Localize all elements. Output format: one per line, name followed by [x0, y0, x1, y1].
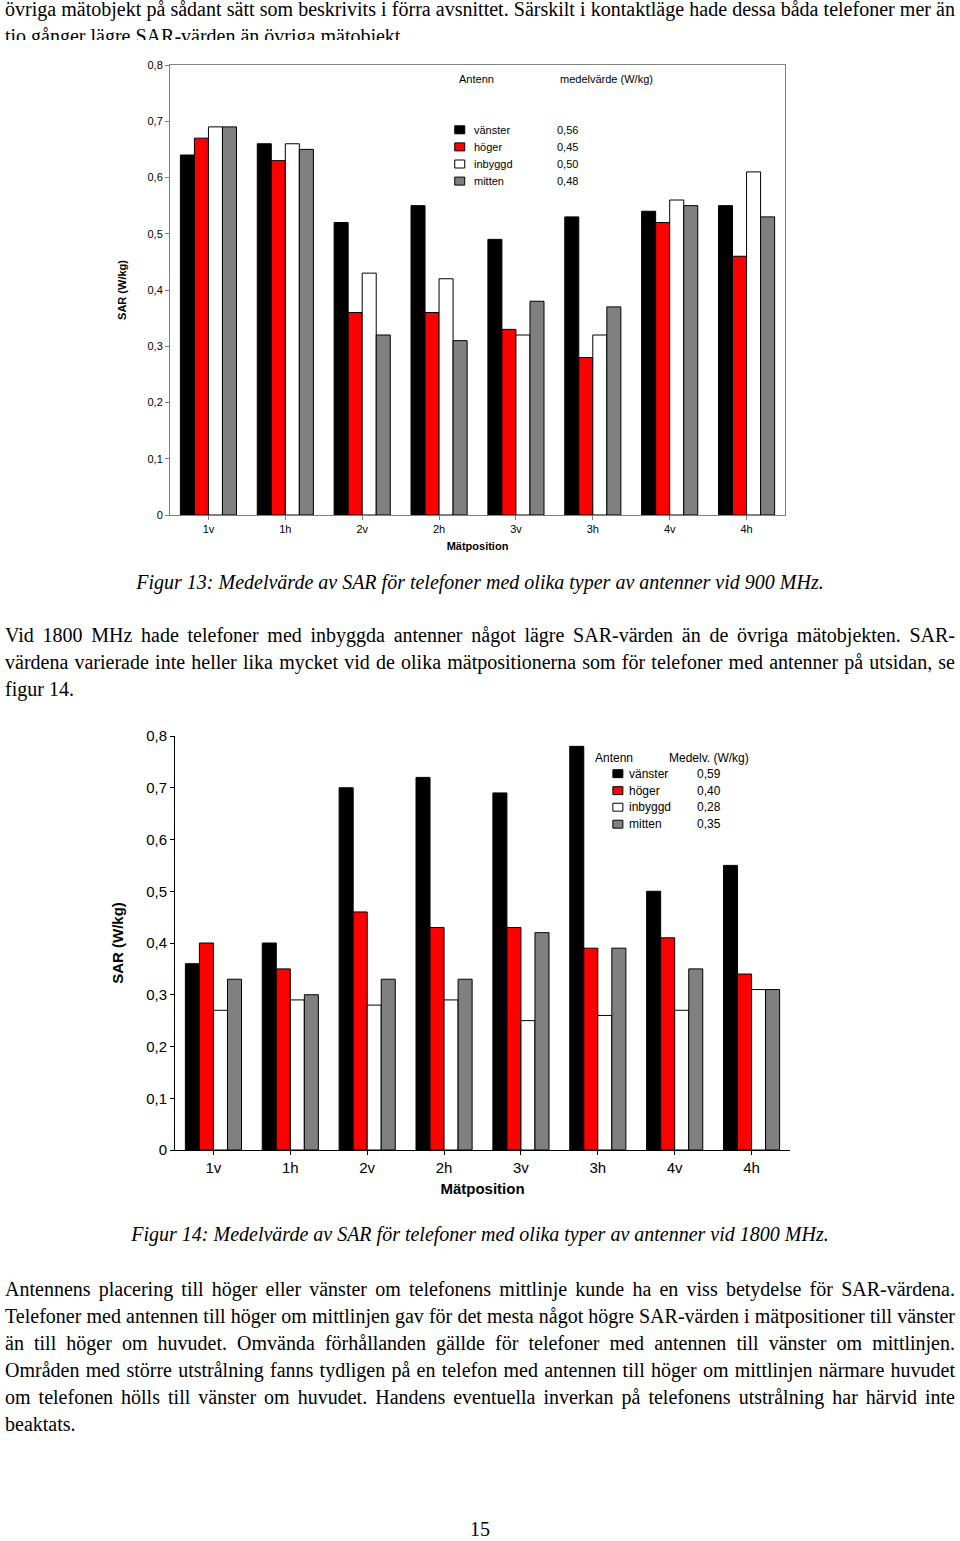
svg-text:2v: 2v — [359, 1159, 375, 1176]
svg-text:3h: 3h — [587, 523, 599, 535]
html-text:Vid 1800 MHz hade telefoner me: Vid 1800 MHz hade telefoner med inbyggda… — [5, 624, 955, 700]
svg-text:2h: 2h — [436, 1159, 453, 1176]
svg-text:0,56: 0,56 — [557, 124, 578, 136]
svg-text:mitten: mitten — [474, 175, 504, 187]
svg-text:0,1: 0,1 — [146, 1090, 167, 1107]
svg-text:0,28: 0,28 — [697, 800, 721, 814]
svg-text:0: 0 — [157, 509, 163, 521]
svg-text:0,3: 0,3 — [148, 340, 163, 352]
svg-text:0,7: 0,7 — [148, 115, 163, 127]
svg-text:höger: höger — [474, 141, 502, 153]
svg-text:0,8: 0,8 — [146, 727, 167, 744]
svg-text:vänster: vänster — [629, 767, 668, 781]
svg-text:0,6: 0,6 — [148, 171, 163, 183]
svg-text:0,35: 0,35 — [697, 817, 721, 831]
svg-text:Antenn: Antenn — [595, 751, 633, 765]
svg-text:medelvärde (W/kg): medelvärde (W/kg) — [560, 73, 653, 85]
svg-text:3v: 3v — [513, 1159, 529, 1176]
svg-text:1v: 1v — [203, 523, 215, 535]
svg-text:0,8: 0,8 — [148, 59, 163, 71]
svg-text:0,50: 0,50 — [557, 158, 578, 170]
svg-text:0,3: 0,3 — [146, 986, 167, 1003]
svg-text:1h: 1h — [279, 523, 291, 535]
svg-text:4v: 4v — [664, 523, 676, 535]
svg-text:0,4: 0,4 — [146, 934, 167, 951]
svg-text:0,6: 0,6 — [146, 831, 167, 848]
svg-text:0,2: 0,2 — [148, 396, 163, 408]
svg-text:0,59: 0,59 — [697, 767, 721, 781]
svg-text:inbyggd: inbyggd — [629, 800, 671, 814]
svg-text:1v: 1v — [206, 1159, 222, 1176]
svg-text:0,2: 0,2 — [146, 1038, 167, 1055]
svg-text:0,5: 0,5 — [146, 883, 167, 900]
svg-text:3h: 3h — [589, 1159, 606, 1176]
svg-text:1h: 1h — [282, 1159, 299, 1176]
svg-text:4h: 4h — [743, 1159, 760, 1176]
svg-text:Medelv. (W/kg): Medelv. (W/kg) — [669, 751, 749, 765]
svg-text:0,45: 0,45 — [557, 141, 578, 153]
svg-text:SAR (W/kg): SAR (W/kg) — [109, 902, 126, 984]
svg-text:0,4: 0,4 — [148, 284, 163, 296]
svg-text:vänster: vänster — [474, 124, 510, 136]
svg-text:4h: 4h — [740, 523, 752, 535]
svg-text:0,7: 0,7 — [146, 779, 167, 796]
html-text:15: 15 — [470, 1518, 490, 1540]
html-text:Figur 13: Medelvärde av SAR fö: Figur 13: Medelvärde av SAR för telefone… — [136, 571, 824, 593]
svg-text:Mätposition: Mätposition — [440, 1180, 524, 1197]
svg-text:4v: 4v — [667, 1159, 683, 1176]
svg-text:Antenn: Antenn — [459, 73, 494, 85]
html-text:Antennens placering till höger: Antennens placering till höger eller vän… — [5, 1278, 955, 1435]
svg-text:2v: 2v — [356, 523, 368, 535]
svg-text:SAR (W/kg): SAR (W/kg) — [116, 260, 128, 320]
svg-text:0,5: 0,5 — [148, 228, 163, 240]
svg-text:inbyggd: inbyggd — [474, 158, 513, 170]
svg-text:mitten: mitten — [629, 817, 662, 831]
svg-text:0,1: 0,1 — [148, 453, 163, 465]
svg-text:0,48: 0,48 — [557, 175, 578, 187]
svg-text:3v: 3v — [510, 523, 522, 535]
svg-text:0: 0 — [159, 1141, 167, 1158]
svg-text:Mätposition: Mätposition — [447, 540, 509, 552]
html-text:Figur 14: Medelvärde av SAR fö: Figur 14: Medelvärde av SAR för telefone… — [131, 1223, 829, 1245]
svg-text:höger: höger — [629, 784, 660, 798]
svg-text:2h: 2h — [433, 523, 445, 535]
svg-text:0,40: 0,40 — [697, 784, 721, 798]
